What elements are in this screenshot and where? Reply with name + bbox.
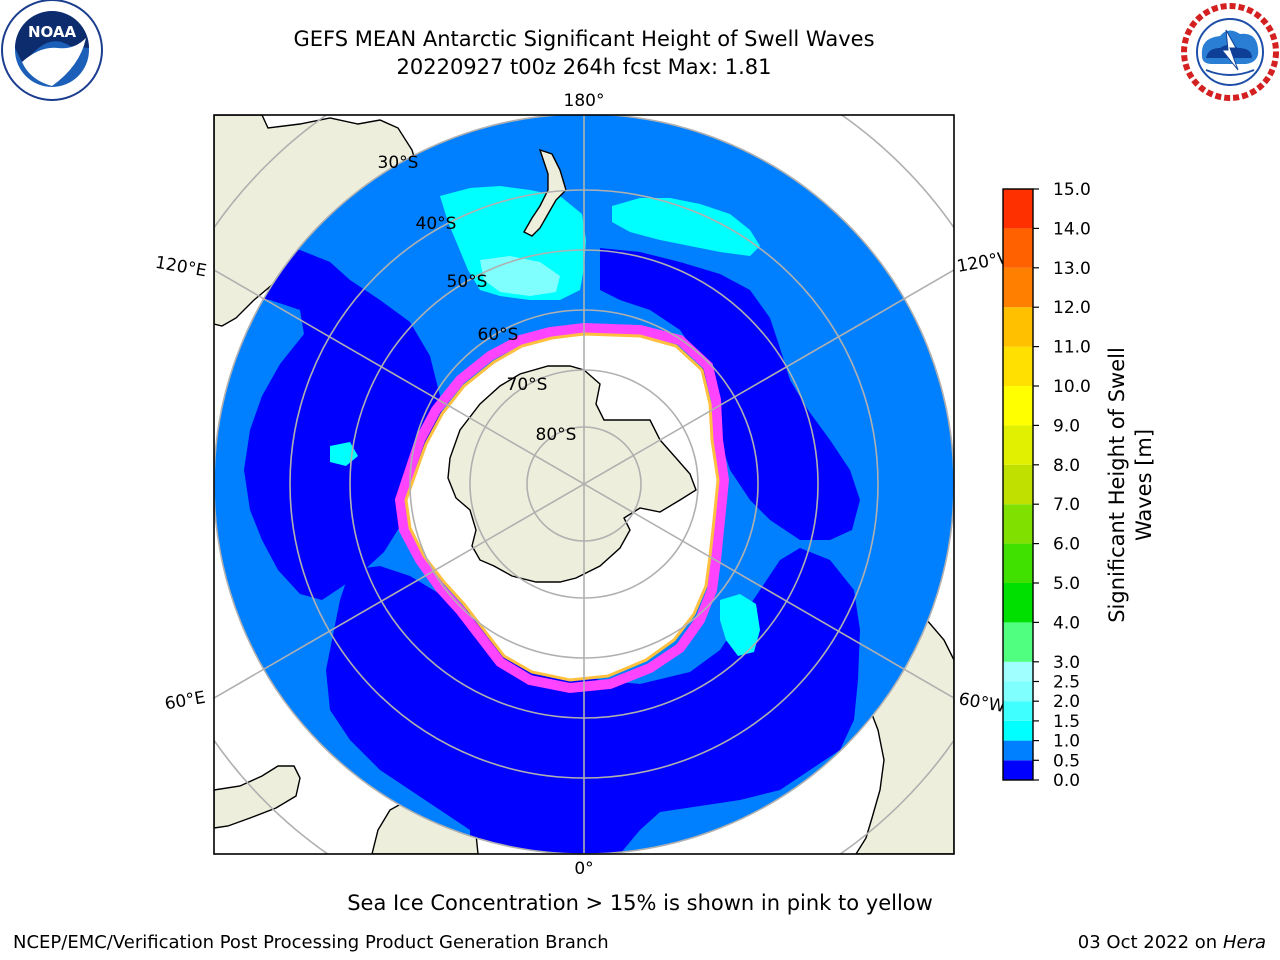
colorbar-block bbox=[1003, 346, 1033, 386]
colorbar-tick-label: 0.5 bbox=[1053, 751, 1080, 771]
machine-name: Hera bbox=[1222, 932, 1266, 953]
longitude-gridlines bbox=[214, 115, 954, 854]
colorbar-block bbox=[1003, 189, 1033, 229]
title-line-1: GEFS MEAN Antarctic Significant Height o… bbox=[293, 27, 875, 51]
colorbar-tick-label: 7.0 bbox=[1053, 495, 1080, 515]
colorbar-block bbox=[1003, 681, 1033, 702]
credit: NCEP/EMC/Verification Post Processing Pr… bbox=[13, 932, 609, 953]
colorbar-tick-label: 2.5 bbox=[1053, 673, 1080, 693]
colorbar-ticks: 0.00.51.01.52.02.53.0 4.0 5.0 6.0 7.0 8.0 9.0 1… bbox=[1033, 180, 1091, 791]
colorbar-tick-label: 0.0 bbox=[1053, 771, 1080, 791]
colorbar-tick-label: 3.0 bbox=[1053, 653, 1080, 673]
colorbar-block bbox=[1003, 720, 1033, 741]
lat-label-30s: 30°S bbox=[378, 153, 419, 173]
lon-label-0: 0° bbox=[574, 859, 593, 879]
colorbar-block bbox=[1003, 267, 1033, 308]
title-line-2: 20220927 t00z 264h fcst Max: 1.81 bbox=[396, 55, 772, 79]
colorbar-tick-label: 6.0 bbox=[1053, 535, 1080, 555]
colorbar-tick-label: 12.0 bbox=[1053, 298, 1091, 318]
colorbar-block bbox=[1003, 740, 1033, 761]
map-frame bbox=[213, 114, 955, 855]
lat-label-80s: 80°S bbox=[536, 425, 577, 445]
colorbar-tick-label: 14.0 bbox=[1053, 219, 1091, 239]
date-stamp: 03 Oct 2022 on Hera bbox=[1078, 932, 1266, 953]
colorbar-tick-label: 10.0 bbox=[1053, 377, 1091, 397]
colorbar-block bbox=[1003, 425, 1033, 465]
colorbar-block bbox=[1003, 583, 1033, 623]
colorbar-tick-label: 2.0 bbox=[1053, 692, 1080, 712]
colorbar-tick-label: 5.0 bbox=[1053, 574, 1080, 594]
colorbar-block bbox=[1003, 622, 1033, 662]
colorbar-frame bbox=[1002, 188, 1034, 781]
caption: Sea Ice Concentration > 15% is shown in … bbox=[347, 891, 933, 915]
lat-label-70s: 70°S bbox=[507, 375, 548, 395]
new-zealand bbox=[523, 148, 567, 237]
lat-label-60s: 60°S bbox=[478, 325, 519, 345]
colorbar-block bbox=[1003, 464, 1033, 505]
sea-ice-edge bbox=[394, 322, 730, 694]
lon-label-180: 180° bbox=[564, 91, 605, 111]
noaa-logo: NOAA bbox=[1, 0, 103, 101]
colorbar-tick-label: 11.0 bbox=[1053, 338, 1091, 358]
colorbar-tick-label: 13.0 bbox=[1053, 259, 1091, 279]
colorbar-label-line-2: Waves [m] bbox=[1132, 429, 1156, 541]
colorbar-block bbox=[1003, 228, 1033, 268]
colorbar-tick-label: 4.0 bbox=[1053, 613, 1080, 633]
colorbar-block bbox=[1003, 701, 1033, 721]
colorbar-blocks bbox=[1003, 189, 1033, 780]
colorbar-block bbox=[1003, 661, 1033, 682]
colorbar-tick-label: 15.0 bbox=[1053, 180, 1091, 200]
colorbar-block bbox=[1003, 386, 1033, 426]
colorbar-block bbox=[1003, 760, 1033, 780]
antarctica bbox=[447, 365, 697, 583]
colorbar-label-line-1: Significant Height of Swell bbox=[1105, 347, 1129, 623]
colorbar-tick-label: 1.5 bbox=[1053, 712, 1080, 732]
lat-label-40s: 40°S bbox=[416, 214, 457, 234]
lat-label-50s: 50°S bbox=[447, 272, 488, 292]
noaa-logo-text: NOAA bbox=[28, 23, 77, 41]
nws-logo bbox=[1181, 3, 1279, 101]
colorbar-block bbox=[1003, 543, 1033, 583]
colorbar-block bbox=[1003, 307, 1033, 347]
swell-band-0-0.5 bbox=[214, 246, 860, 854]
date-text: 03 Oct 2022 on bbox=[1077, 932, 1223, 953]
colorbar-block bbox=[1003, 504, 1033, 544]
colorbar-tick-label: 1.0 bbox=[1053, 732, 1080, 752]
colorbar-tick-label: 8.0 bbox=[1053, 456, 1080, 476]
colorbar-tick-label: 9.0 bbox=[1053, 416, 1080, 436]
